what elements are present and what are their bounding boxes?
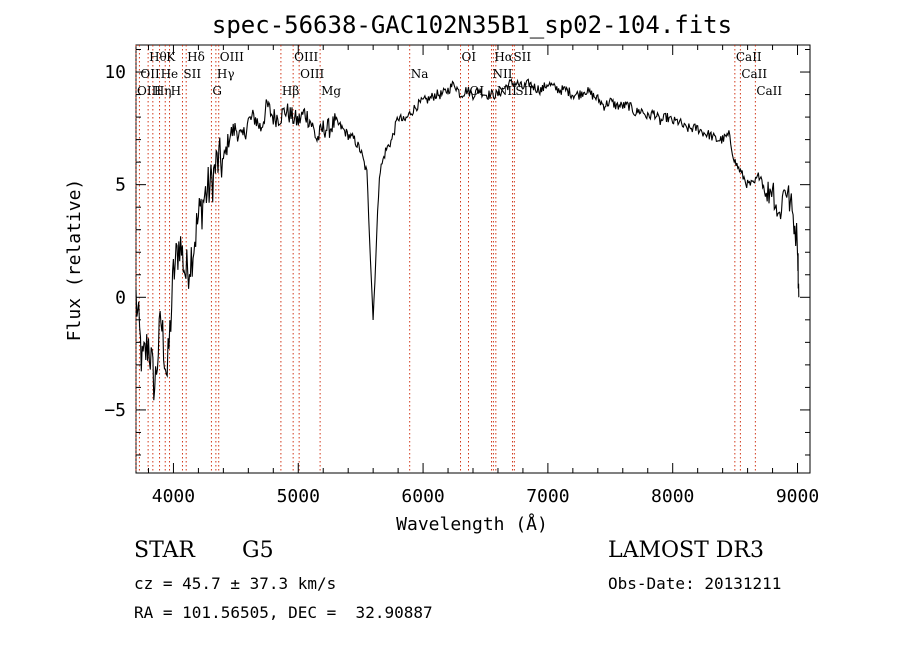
spectral-line-label: CaII <box>736 50 762 64</box>
redshift-cz: cz = 45.7 ± 37.3 km/s <box>134 574 337 593</box>
y-axis-label: Flux (relative) <box>64 179 85 342</box>
spectral-line-markers <box>135 45 756 473</box>
plot-frame <box>135 44 811 474</box>
spectral-line-label: OII <box>140 67 160 81</box>
coordinates: RA = 101.56505, DEC = 32.90887 <box>134 603 433 622</box>
spectral-line-label: CaII <box>741 67 767 81</box>
spectral-line-label: SII <box>183 67 201 81</box>
spectral-line-label: K <box>166 50 176 64</box>
y-tick-label: 0 <box>115 287 126 308</box>
y-tick-label: 10 <box>104 62 126 83</box>
spectral-line-label: Hγ <box>217 67 235 81</box>
spectral-line-label: Hβ <box>282 84 299 98</box>
spectral-line-label: He <box>161 67 179 81</box>
spectral-line-label: CaII <box>756 84 782 98</box>
spectral-line-label: Hα <box>494 50 513 64</box>
object-subclass: G5 <box>242 538 274 563</box>
spectral-line-label: OI <box>470 84 485 98</box>
spectral-line-label: NII <box>492 67 512 81</box>
spectral-line-label: Mg <box>321 84 341 98</box>
spectral-line-label: OIII <box>300 67 324 81</box>
spectral-line-label: Hθ <box>149 50 167 64</box>
x-tick-label: 6000 <box>401 486 444 507</box>
spectral-line-label: OIII <box>137 84 161 98</box>
x-tick-label: 4000 <box>152 486 195 507</box>
y-tick-label: 5 <box>115 175 126 196</box>
spectral-line-label: G <box>212 84 222 98</box>
x-tick-label: 7000 <box>526 486 569 507</box>
spectrum-line <box>135 78 800 401</box>
y-tick-label: −5 <box>104 400 126 421</box>
spectral-line-label: NII <box>497 84 517 98</box>
spectral-line-label: SII <box>515 84 533 98</box>
spectral-line-label: Hδ <box>187 50 205 64</box>
spectral-line-label: OIII <box>220 50 244 64</box>
spectral-line-label: H <box>171 84 181 98</box>
spectral-line-label: OI <box>462 50 477 64</box>
x-tick-label: 9000 <box>776 486 819 507</box>
survey-name: LAMOST DR3 <box>608 538 764 563</box>
x-axis-label: Wavelength (Å) <box>396 513 548 535</box>
spectral-line-label: Na <box>411 67 429 81</box>
axis-ticks: 4000 5000 6000 7000 8000 9000 −5 0 5 10 <box>104 45 819 507</box>
observation-date: Obs-Date: 20131211 <box>608 574 782 593</box>
x-tick-label: 8000 <box>651 486 694 507</box>
spectral-line-label: OIII <box>294 50 318 64</box>
x-tick-label: 5000 <box>277 486 320 507</box>
spectral-line-label: Hη <box>154 84 172 98</box>
spectral-line-label: SII <box>513 50 531 64</box>
object-class: STAR <box>134 538 195 563</box>
chart-title: spec-56638-GAC102N35B1_sp02-104.fits <box>212 11 732 39</box>
